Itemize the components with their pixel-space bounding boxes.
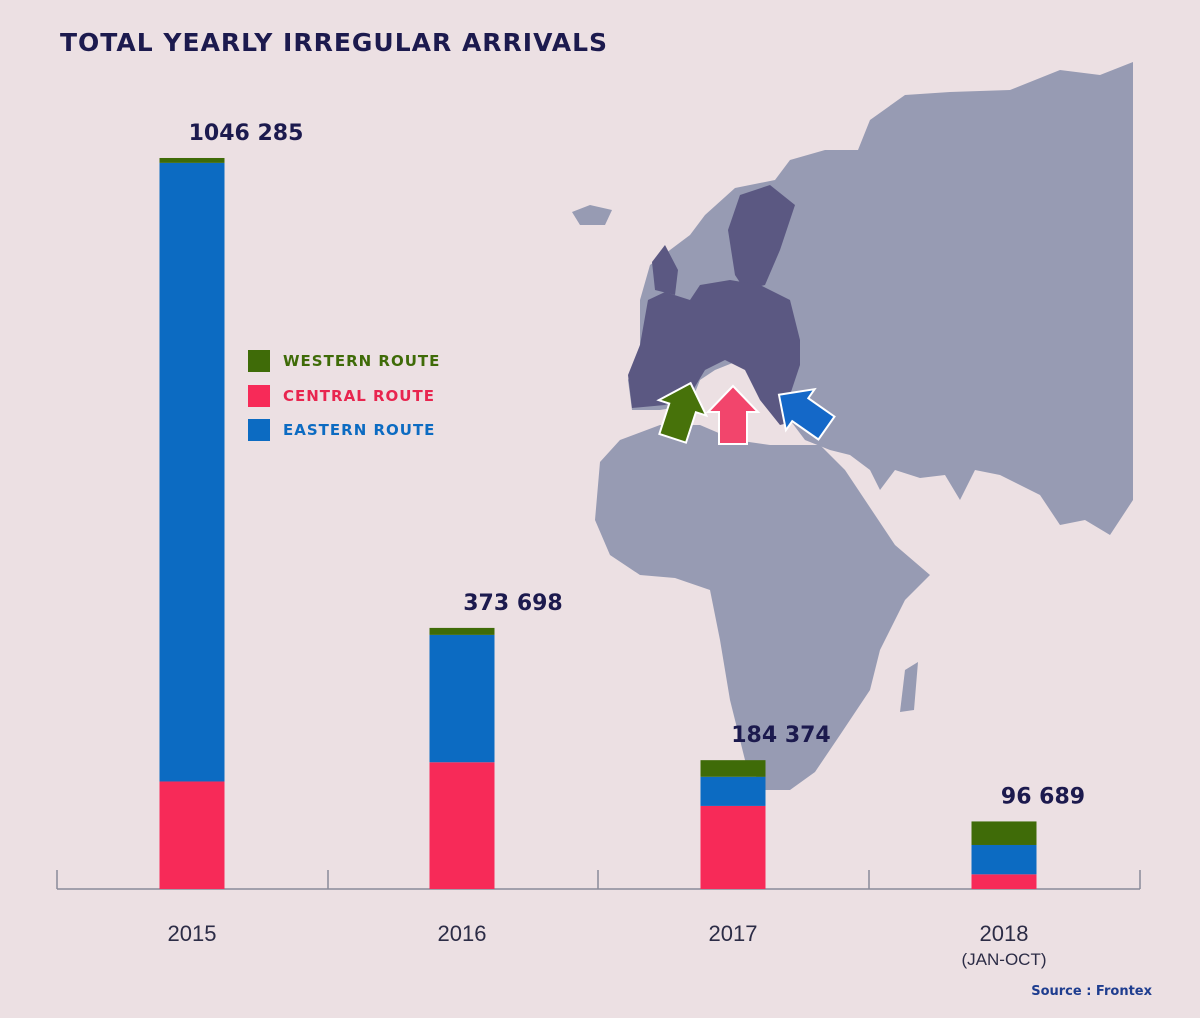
bar-western-2016 <box>429 627 495 635</box>
africa-landmass <box>595 425 930 790</box>
category-label-2016: 2016 <box>438 921 487 946</box>
bar-labels-group: 1046 285 2015 373 698 2016 184 374 2017 96 689… <box>168 121 1086 969</box>
legend-item-western: WESTERN ROUTE <box>248 350 440 372</box>
category-sublabel-2018: (JAN-OCT) <box>962 950 1047 969</box>
legend-label-eastern: EASTERN ROUTE <box>283 421 436 439</box>
x-axis <box>56 870 1141 890</box>
bar-western-2017 <box>700 760 766 777</box>
world-map <box>572 62 1133 790</box>
source-note: Source : Frontex <box>1031 984 1152 999</box>
category-label-2018: 2018 <box>980 921 1029 946</box>
category-label-2017: 2017 <box>709 921 758 946</box>
legend-swatch-western <box>248 350 270 372</box>
bar-eastern-2017 <box>700 776 766 806</box>
bar-central-2017 <box>700 805 766 889</box>
uk-shape <box>652 245 678 295</box>
legend-label-western: WESTERN ROUTE <box>283 352 441 370</box>
iceland-shape <box>572 205 612 225</box>
chart-title: TOTAL YEARLY IRREGULAR ARRIVALS <box>60 28 609 57</box>
eurasia-landmass <box>628 62 1133 535</box>
bar-central-2015 <box>159 781 225 889</box>
total-label-2018: 96 689 <box>1001 784 1085 809</box>
category-label-2015: 2015 <box>168 921 217 946</box>
bar-western-2018 <box>971 821 1037 845</box>
bar-western-2015 <box>159 157 225 163</box>
route-arrows <box>656 381 836 445</box>
pink-arrow-icon <box>705 384 761 445</box>
legend-swatch-central <box>248 384 270 407</box>
blue-arrow-icon <box>777 387 836 441</box>
legend-item-central: CENTRAL ROUTE <box>248 384 440 407</box>
legend: WESTERN ROUTE CENTRAL ROUTE EASTERN ROUT… <box>248 350 440 454</box>
bar-eastern-2018 <box>971 844 1037 875</box>
bar-central-2018 <box>971 874 1037 889</box>
madagascar-shape <box>900 662 918 712</box>
bar-eastern-2016 <box>429 634 495 763</box>
green-arrow-icon <box>656 381 709 444</box>
total-label-2015: 1046 285 <box>189 121 304 146</box>
bar-eastern-2015 <box>159 162 225 782</box>
total-label-2016: 373 698 <box>463 591 563 616</box>
eu-shape <box>628 280 800 425</box>
total-label-2017: 184 374 <box>731 723 831 748</box>
legend-item-eastern: EASTERN ROUTE <box>248 419 440 441</box>
legend-label-central: CENTRAL ROUTE <box>283 386 435 405</box>
bar-central-2016 <box>429 762 495 889</box>
scandinavia-shape <box>728 185 795 290</box>
legend-swatch-eastern <box>248 419 270 441</box>
bar-series-group <box>159 157 1037 889</box>
